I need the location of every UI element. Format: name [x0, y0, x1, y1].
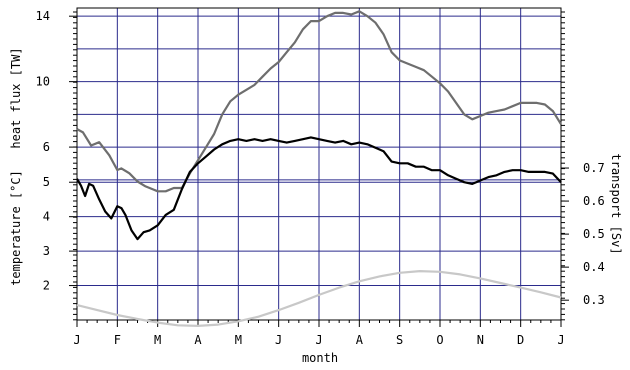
- left-lower-tick-label: 2: [43, 279, 50, 293]
- x-tick-label: J: [275, 333, 282, 347]
- series-layer: [76, 10, 562, 327]
- right-tick-label: 0.7: [583, 161, 605, 175]
- x-tick-label: O: [436, 333, 443, 347]
- left-lower-tick-label: 3: [43, 244, 50, 258]
- series-line-3: [76, 270, 562, 327]
- right-tick-label: 0.6: [583, 194, 605, 208]
- x-tick-label: J: [73, 333, 80, 347]
- left-upper-tick-label: 10: [36, 75, 50, 89]
- series-line-2: [76, 136, 562, 241]
- left-lower-tick-label: 4: [43, 210, 50, 224]
- left-upper-tick-label: 14: [36, 9, 50, 23]
- x-tick-label: M: [154, 333, 161, 347]
- left-lower-axis-title: temperature [°C]: [9, 170, 23, 286]
- x-axis-title: month: [302, 351, 338, 365]
- right-tick-label: 0.4: [583, 260, 605, 274]
- x-tick-label: M: [235, 333, 242, 347]
- right-axis-title: transport [Sv]: [609, 153, 623, 254]
- x-tick-label: A: [194, 333, 202, 347]
- right-tick-label: 0.5: [583, 227, 605, 241]
- tick-labels: J F M A M J J A S O N D J 6 10 14 2 3 4 5 0.3 0.4 0.5 0.6 0.7: [36, 9, 605, 347]
- left-lower-tick-label: 5: [43, 175, 50, 189]
- x-tick-label: J: [557, 333, 564, 347]
- left-upper-axis-title: heat flux [TW]: [9, 47, 23, 148]
- axis-ticks: [69, 11, 569, 327]
- series-line-1: [76, 10, 562, 193]
- x-tick-label: J: [315, 333, 322, 347]
- right-tick-label: 0.3: [583, 293, 605, 307]
- x-tick-label: F: [114, 333, 121, 347]
- x-tick-label: D: [517, 333, 524, 347]
- x-tick-label: A: [356, 333, 364, 347]
- x-tick-label: N: [477, 333, 484, 347]
- grid: [76, 8, 562, 320]
- x-tick-label: S: [396, 333, 403, 347]
- left-upper-tick-label: 6: [43, 140, 50, 154]
